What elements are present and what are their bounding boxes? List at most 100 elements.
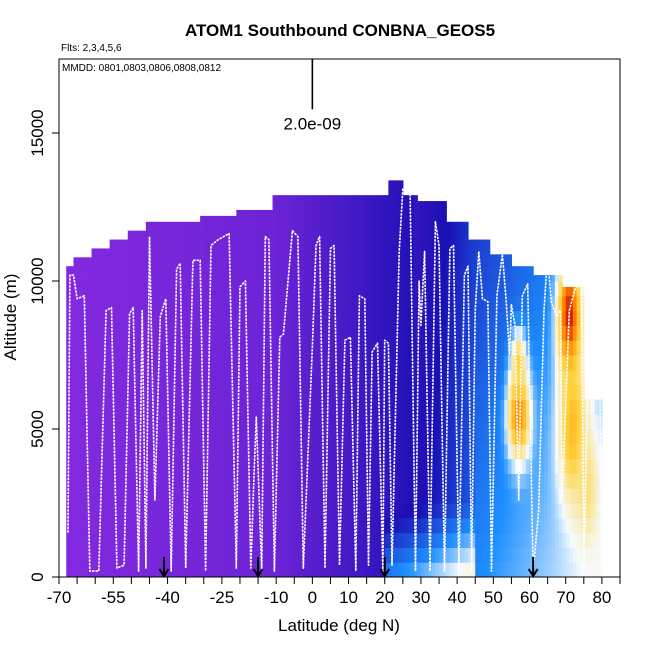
heatmap-cell [569, 355, 574, 371]
heatmap-cell [243, 221, 248, 238]
heatmap-cell [203, 310, 208, 326]
heatmap-cell [428, 443, 433, 460]
heatmap-cell [543, 562, 549, 577]
heatmap-cell [482, 355, 487, 371]
heatmap-cell [395, 503, 400, 519]
heatmap-cell [73, 503, 78, 519]
heatmap-cell [471, 251, 476, 267]
down-arrow-head-icon [252, 568, 264, 578]
heatmap-cell [525, 473, 531, 489]
heatmap-cell [482, 473, 487, 489]
heatmap-cell [276, 310, 281, 326]
heatmap-cell [254, 517, 259, 534]
heatmap-cell [348, 325, 353, 341]
heatmap-cell [529, 399, 534, 415]
heatmap-cell [236, 517, 241, 534]
heatmap-cell [334, 355, 339, 371]
heatmap-cell [268, 251, 274, 267]
heatmap-cell [352, 281, 357, 297]
heatmap-cell [66, 325, 71, 341]
heatmap-cell [587, 399, 592, 415]
heatmap-cell [218, 340, 223, 356]
heatmap-cell [478, 295, 484, 312]
heatmap-cell [214, 310, 219, 326]
heatmap-cell [192, 429, 198, 445]
heatmap-cell [113, 414, 118, 430]
heatmap-cell [203, 295, 208, 312]
heatmap-cell [489, 488, 494, 504]
heatmap-cell [562, 369, 567, 386]
heatmap-cell [326, 473, 332, 489]
heatmap-cell [551, 310, 556, 326]
heatmap-cell [330, 532, 335, 548]
heatmap-cell [95, 443, 100, 460]
heatmap-cell [265, 562, 270, 577]
heatmap-cell [428, 325, 433, 341]
heatmap-cell [167, 532, 172, 548]
heatmap-cell [315, 295, 321, 312]
heatmap-cell [507, 295, 513, 312]
heatmap-cell [449, 295, 455, 312]
heatmap-cell [366, 399, 371, 415]
heatmap-cell [305, 384, 310, 400]
heatmap-cell [287, 340, 292, 356]
heatmap-cell [66, 473, 71, 489]
heatmap-cell [417, 207, 422, 223]
heatmap-cell [518, 266, 523, 282]
heatmap-cell [185, 236, 190, 252]
heatmap-cell [486, 295, 491, 312]
heatmap-cell [467, 414, 473, 430]
heatmap-cell [163, 488, 169, 504]
heatmap-cell [540, 443, 545, 460]
heatmap-cell [87, 369, 93, 386]
heatmap-cell [373, 562, 379, 577]
heatmap-cell [562, 547, 567, 563]
heatmap-cell [73, 257, 78, 267]
heatmap-cell [330, 236, 335, 252]
heatmap-cell [381, 207, 386, 223]
heatmap-cell [435, 221, 440, 238]
heatmap-cell [80, 443, 85, 460]
heatmap-cell [543, 281, 549, 297]
heatmap-cell [410, 340, 415, 356]
heatmap-cell [290, 369, 295, 386]
heatmap-cell [370, 207, 375, 223]
heatmap-cell [261, 562, 266, 577]
heatmap-cell [106, 547, 111, 563]
heatmap-cell [207, 443, 212, 460]
heatmap-cell [221, 310, 227, 326]
heatmap-cell [200, 281, 205, 297]
heatmap-cell [211, 443, 216, 460]
heatmap-cell [66, 458, 71, 474]
heatmap-cell [279, 195, 284, 208]
heatmap-cell [221, 517, 227, 534]
heatmap-cell [84, 473, 89, 489]
heatmap-cell [580, 503, 585, 519]
down-arrow-head-icon [379, 568, 391, 578]
heatmap-cell [174, 429, 180, 445]
heatmap-cell [475, 458, 480, 474]
heatmap-cell [315, 399, 321, 415]
heatmap-cell [305, 266, 310, 282]
heatmap-cell [239, 369, 245, 386]
heatmap-cell [522, 281, 527, 297]
heatmap-cell [272, 369, 277, 386]
heatmap-cell [196, 221, 201, 238]
heatmap-cell [268, 547, 274, 563]
heatmap-cell [370, 251, 375, 267]
heatmap-cell [250, 473, 256, 489]
heatmap-cell [431, 201, 437, 208]
heatmap-cell [558, 310, 563, 326]
heatmap-cell [135, 266, 140, 282]
heatmap-cell [457, 473, 462, 489]
heatmap-cell [391, 488, 397, 504]
heatmap-cell [196, 562, 201, 577]
heatmap-cell [229, 414, 234, 430]
heatmap-cell [572, 399, 578, 415]
heatmap-cell [446, 562, 451, 577]
heatmap-cell [446, 399, 451, 415]
heatmap-cell [391, 236, 397, 252]
heatmap-cell [91, 295, 96, 312]
heatmap-cell [511, 325, 516, 341]
heatmap-cell [211, 251, 216, 267]
